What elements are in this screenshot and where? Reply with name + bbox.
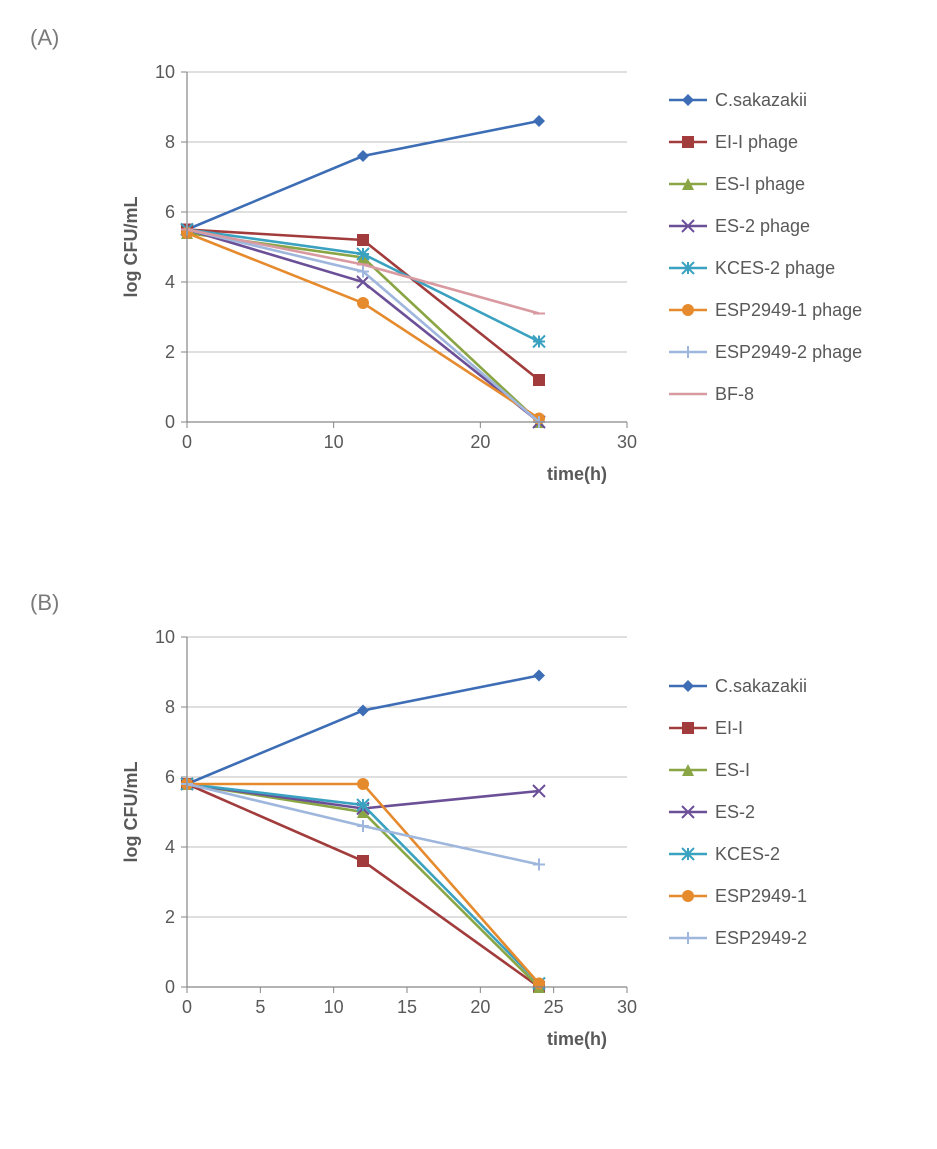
y-tick-label: 8	[165, 697, 175, 717]
y-axis-title: log CFU/mL	[121, 762, 141, 863]
legend-marker	[682, 94, 694, 106]
panel-a-label: (A)	[30, 25, 59, 51]
series-marker	[357, 855, 369, 867]
legend-label: EI-I	[715, 718, 743, 738]
x-axis-title: time(h)	[547, 464, 607, 484]
legend-label: C.sakazakii	[715, 90, 807, 110]
x-tick-label: 20	[470, 432, 490, 452]
panel-b-label: (B)	[30, 590, 59, 616]
x-tick-label: 10	[324, 432, 344, 452]
legend-label: EI-I phage	[715, 132, 798, 152]
legend-marker	[682, 304, 694, 316]
y-tick-label: 10	[155, 62, 175, 82]
y-tick-label: 2	[165, 342, 175, 362]
legend-marker	[682, 890, 694, 902]
legend-label: ES-I phage	[715, 174, 805, 194]
y-tick-label: 6	[165, 202, 175, 222]
x-tick-label: 0	[182, 997, 192, 1017]
legend-marker	[682, 848, 694, 860]
x-tick-label: 25	[544, 997, 564, 1017]
x-axis-title: time(h)	[547, 1029, 607, 1049]
x-tick-label: 30	[617, 997, 637, 1017]
x-tick-label: 10	[324, 997, 344, 1017]
series-marker	[357, 234, 369, 246]
legend-label: ES-2	[715, 802, 755, 822]
y-tick-label: 10	[155, 627, 175, 647]
series-marker	[357, 297, 369, 309]
chart-svg-b: 0 5 10 15 20 25 30 0 2 4 6 8 10 time(h) log CFU/mL C.sa…	[115, 625, 879, 1065]
page: (A) (B) 01020300246810time(h)log CFU/mLC…	[0, 0, 937, 1149]
y-axis-title: log CFU/mL	[121, 197, 141, 298]
legend-marker	[682, 346, 694, 358]
y-tick-label: 0	[165, 977, 175, 997]
legend-label: ES-I	[715, 760, 750, 780]
x-tick-label: 15	[397, 997, 417, 1017]
x-tick-label: 20	[470, 997, 490, 1017]
legend-marker	[682, 722, 694, 734]
series-marker	[533, 978, 545, 990]
legend-label: ESP2949-1	[715, 886, 807, 906]
y-tick-label: 4	[165, 272, 175, 292]
legend-label: ESP2949-1 phage	[715, 300, 862, 320]
y-tick-label: 8	[165, 132, 175, 152]
legend-marker	[682, 680, 694, 692]
legend-label: BF-8	[715, 384, 754, 404]
legend-label: ES-2 phage	[715, 216, 810, 236]
y-tick-label: 0	[165, 412, 175, 432]
legend-label: C.sakazakii	[715, 676, 807, 696]
y-tick-label: 6	[165, 767, 175, 787]
legend-marker	[682, 136, 694, 148]
x-tick-label: 0	[182, 432, 192, 452]
series-marker	[533, 374, 545, 386]
x-tick-label: 30	[617, 432, 637, 452]
plot-area	[187, 72, 627, 422]
legend-label: KCES-2	[715, 844, 780, 864]
series-marker	[357, 248, 369, 260]
legend-marker	[682, 932, 694, 944]
y-tick-label: 4	[165, 837, 175, 857]
legend-label: KCES-2 phage	[715, 258, 835, 278]
x-tick-label: 5	[255, 997, 265, 1017]
legend-label: ESP2949-2 phage	[715, 342, 862, 362]
chart-b: 0 5 10 15 20 25 30 0 2 4 6 8 10 time(h) log CFU/mL C.sa…	[115, 625, 879, 1065]
y-tick-label: 2	[165, 907, 175, 927]
legend-label: ESP2949-2	[715, 928, 807, 948]
chart-svg-a: 0 10 20 30 0 2 4 6 8 10 time(h) log CFU/mL C.sakazak…	[115, 60, 899, 500]
series-marker	[357, 778, 369, 790]
series-marker	[357, 799, 369, 811]
chart-a: 0 10 20 30 0 2 4 6 8 10 time(h) log CFU/mL C.sakazak…	[115, 60, 899, 500]
legend-marker	[682, 262, 694, 274]
series-marker	[533, 336, 545, 348]
